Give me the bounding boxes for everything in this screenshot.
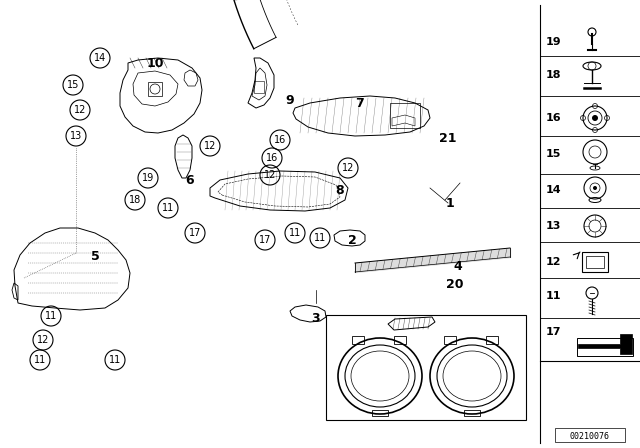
Text: 14: 14 [94,53,106,63]
Text: 18: 18 [546,70,561,80]
Text: 4: 4 [454,259,462,272]
Text: 17: 17 [189,228,201,238]
Text: 15: 15 [546,149,561,159]
Text: 11: 11 [546,291,561,301]
Text: 14: 14 [546,185,562,195]
Text: 12: 12 [204,141,216,151]
Bar [254,81,264,93]
Text: 21: 21 [439,132,457,145]
Bar [372,410,388,416]
Bar [326,315,526,420]
Text: 16: 16 [274,135,286,145]
Text: 11: 11 [109,355,121,365]
Text: 12: 12 [342,163,354,173]
Bar [352,336,364,344]
Circle shape [593,186,597,190]
Text: 12: 12 [546,257,561,267]
Bar [577,338,633,356]
Text: 17: 17 [546,327,561,337]
Text: 12: 12 [74,105,86,115]
Circle shape [592,115,598,121]
Text: 18: 18 [129,195,141,205]
Bar [586,256,604,268]
Bar [582,252,608,272]
Text: 17: 17 [259,235,271,245]
Text: 16: 16 [546,113,562,123]
Text: 5: 5 [91,250,99,263]
Bar [486,336,498,344]
Text: 15: 15 [67,80,79,90]
Bar [148,82,162,96]
Bar [394,336,406,344]
Text: 13: 13 [546,221,561,231]
Text: 20: 20 [446,279,464,292]
Text: 7: 7 [356,96,364,109]
Text: 11: 11 [314,233,326,243]
Bar [464,410,480,416]
Bar [555,428,625,442]
Text: 12: 12 [37,335,49,345]
Text: 19: 19 [546,37,562,47]
Text: 8: 8 [336,184,344,197]
Text: 11: 11 [162,203,174,213]
Text: 13: 13 [70,131,82,141]
Text: 1: 1 [445,197,454,210]
Text: 16: 16 [266,153,278,163]
Text: 11: 11 [34,355,46,365]
Text: 11: 11 [45,311,57,321]
Text: 11: 11 [289,228,301,238]
Polygon shape [578,334,632,354]
Text: 12: 12 [264,170,276,180]
Text: 9: 9 [285,94,294,107]
Text: 00210076: 00210076 [570,431,610,440]
Text: 6: 6 [186,173,195,186]
Text: 10: 10 [147,56,164,69]
Text: 3: 3 [312,311,320,324]
Bar [444,336,456,344]
Bar [390,103,420,128]
Text: 2: 2 [348,233,356,246]
Text: 19: 19 [142,173,154,183]
